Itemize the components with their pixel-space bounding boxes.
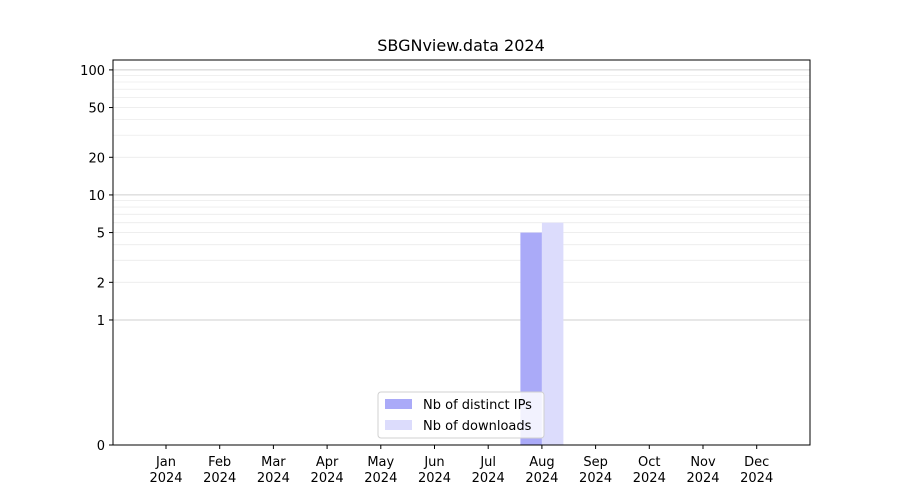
y-tick-label: 5 [97, 227, 105, 242]
x-tick-label-year: 2024 [203, 471, 236, 486]
x-tick-label-month: Aug [529, 455, 554, 470]
x-tick-label-month: Jun [423, 455, 444, 470]
x-tick-label-year: 2024 [525, 471, 558, 486]
legend-label: Nb of distinct IPs [423, 398, 532, 413]
x-tick-label-year: 2024 [472, 471, 505, 486]
gridlines [113, 69, 810, 321]
x-tick-label-month: Apr [316, 455, 339, 470]
x-tick-label-month: Nov [690, 455, 716, 470]
x-tick-label-month: Mar [261, 455, 286, 470]
bar-downloads-aug [541, 222, 564, 445]
x-tick-label-month: Dec [744, 455, 769, 470]
y-axis: 0 1 2 5 10 20 50 100 [80, 64, 113, 454]
y-tick-label: 100 [80, 64, 105, 79]
legend-swatch [385, 420, 412, 430]
x-tick-label-month: Sep [583, 455, 608, 470]
legend-label: Nb of downloads [423, 419, 532, 434]
x-tick-label-month: Jan [155, 455, 176, 470]
x-axis: Jan2024Feb2024Mar2024Apr2024May2024Jun20… [149, 445, 773, 486]
legend: Nb of distinct IPs Nb of downloads [377, 391, 545, 439]
y-tick-label: 20 [88, 151, 105, 166]
x-tick-label-month: Oct [638, 455, 660, 470]
x-tick-label-year: 2024 [257, 471, 290, 486]
y-tick-label: 10 [88, 189, 105, 204]
legend-box [377, 391, 545, 439]
x-tick-label-year: 2024 [579, 471, 612, 486]
x-tick-label-year: 2024 [364, 471, 397, 486]
y-tick-label: 0 [97, 439, 105, 454]
x-tick-label-month: Jul [479, 455, 496, 470]
plot-frame [112, 59, 811, 446]
y-tick-label: 1 [97, 314, 105, 329]
x-tick-label-year: 2024 [418, 471, 451, 486]
x-tick-label-year: 2024 [149, 471, 182, 486]
y-tick-label: 50 [88, 102, 105, 117]
x-tick-label-year: 2024 [311, 471, 344, 486]
legend-swatch [385, 399, 412, 409]
y-tick-label: 2 [97, 276, 105, 291]
x-tick-label-year: 2024 [686, 471, 719, 486]
chart-title: SBGNview.data 2024 [377, 36, 545, 55]
x-tick-label-month: May [367, 455, 394, 470]
x-tick-label-month: Feb [208, 455, 231, 470]
x-tick-label-year: 2024 [633, 471, 666, 486]
x-tick-label-year: 2024 [740, 471, 773, 486]
